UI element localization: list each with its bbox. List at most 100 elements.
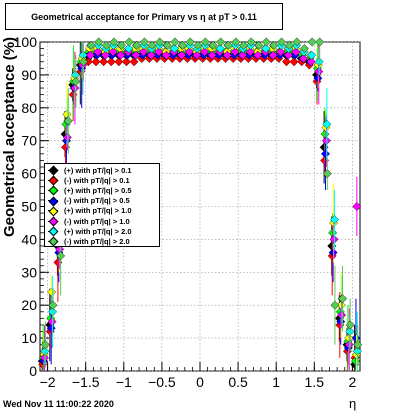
data-point bbox=[121, 57, 131, 67]
y-tick-label: 100 bbox=[14, 34, 38, 50]
legend-marker bbox=[48, 226, 59, 237]
x-tick-label: 1.5 bbox=[305, 374, 325, 390]
data-point bbox=[239, 40, 248, 50]
data-point bbox=[71, 76, 81, 86]
x-tick-label: 0.5 bbox=[228, 374, 248, 390]
data-point bbox=[79, 57, 88, 67]
data-point bbox=[129, 57, 139, 67]
data-point bbox=[109, 37, 119, 47]
chart-title: Geometrical acceptance for Primary vs η … bbox=[5, 3, 283, 30]
data-point bbox=[139, 47, 149, 57]
legend-entry: (+) with pT/|q| > 2.0 bbox=[48, 226, 159, 237]
data-point bbox=[283, 50, 293, 60]
data-point bbox=[315, 37, 325, 47]
data-point bbox=[56, 251, 66, 261]
data-point bbox=[284, 40, 294, 50]
data-point bbox=[216, 37, 226, 47]
data-point bbox=[246, 37, 256, 47]
data-point bbox=[330, 300, 340, 310]
legend-label: (+) with pT/|q| > 0.1 bbox=[64, 165, 132, 175]
y-tick-label: 90 bbox=[21, 67, 37, 83]
legend-label: (+) with pT/|q| > 1.0 bbox=[64, 206, 132, 216]
legend-label: (+) with pT/|q| > 0.5 bbox=[64, 185, 132, 195]
data-point bbox=[132, 40, 142, 50]
x-tick-label: −0.5 bbox=[148, 374, 176, 390]
data-point bbox=[177, 50, 187, 60]
legend-marker bbox=[48, 206, 59, 217]
legend-marker bbox=[48, 186, 59, 196]
y-tick-label: 0 bbox=[29, 363, 37, 379]
data-point bbox=[86, 40, 96, 50]
legend-marker bbox=[48, 216, 59, 227]
data-point bbox=[124, 37, 134, 47]
data-point bbox=[185, 37, 195, 47]
data-point bbox=[253, 50, 263, 60]
data-point bbox=[276, 47, 286, 57]
x-tick-label: 1 bbox=[272, 374, 280, 390]
data-point bbox=[178, 40, 188, 50]
data-point bbox=[306, 57, 316, 67]
data-point bbox=[245, 47, 255, 57]
data-point bbox=[101, 40, 111, 50]
data-point bbox=[268, 50, 278, 60]
legend-marker bbox=[48, 236, 59, 247]
legend-label: (-) with pT/|q| > 2.0 bbox=[64, 236, 130, 246]
legend-label: (-) with pT/|q| > 1.0 bbox=[64, 216, 130, 226]
legend-label: (-) with pT/|q| > 0.5 bbox=[64, 196, 130, 206]
data-point bbox=[117, 40, 127, 50]
data-point bbox=[46, 323, 56, 333]
data-point bbox=[321, 149, 330, 159]
data-point bbox=[329, 215, 339, 225]
data-point bbox=[338, 294, 348, 304]
data-point bbox=[85, 50, 95, 60]
data-point bbox=[192, 50, 202, 60]
data-point bbox=[222, 50, 232, 60]
data-point bbox=[353, 340, 363, 350]
data-point bbox=[200, 47, 209, 57]
data-point bbox=[307, 37, 317, 47]
data-point bbox=[269, 40, 279, 50]
data-point bbox=[261, 37, 271, 47]
x-tick-label: 2 bbox=[348, 374, 356, 390]
chart-title-text: Geometrical acceptance for Primary vs η … bbox=[31, 11, 257, 22]
data-point bbox=[162, 40, 172, 50]
y-tick-label: 70 bbox=[21, 133, 37, 149]
data-point bbox=[63, 116, 73, 126]
data-point bbox=[155, 37, 165, 47]
data-point bbox=[94, 37, 104, 47]
legend-entry: (+) with pT/|q| > 1.0 bbox=[48, 206, 159, 217]
y-tick-label: 80 bbox=[21, 100, 37, 116]
y-axis-label: Geometrical acceptance (%) bbox=[1, 36, 18, 238]
data-point bbox=[291, 47, 301, 57]
data-point bbox=[193, 40, 203, 50]
legend-entry: (-) with pT/|q| > 0.5 bbox=[48, 196, 159, 207]
data-point bbox=[322, 119, 332, 129]
legend-marker bbox=[48, 165, 59, 176]
data-point bbox=[100, 50, 110, 60]
x-tick-label: −1 bbox=[116, 374, 132, 390]
legend: (+) with pT/|q| > 0.1 (-) with pT/|q| > 0… bbox=[44, 163, 160, 247]
legend-entry: (+) with pT/|q| > 0.1 bbox=[48, 165, 159, 176]
data-point bbox=[230, 47, 240, 57]
data-point bbox=[299, 53, 309, 63]
legend-label: (+) with pT/|q| > 2.0 bbox=[64, 226, 132, 236]
data-point bbox=[48, 300, 58, 310]
legend-entry: (-) with pT/|q| > 2.0 bbox=[48, 236, 159, 247]
data-point bbox=[184, 47, 194, 57]
data-point bbox=[170, 37, 180, 47]
data-point bbox=[169, 44, 179, 54]
y-tick-label: 50 bbox=[21, 199, 37, 215]
legend-entry: (-) with pT/|q| > 1.0 bbox=[48, 216, 159, 227]
data-point bbox=[289, 57, 299, 67]
data-point bbox=[116, 50, 126, 60]
y-tick-label: 20 bbox=[21, 297, 37, 313]
x-tick-label: −2 bbox=[40, 374, 56, 390]
y-tick-label: 40 bbox=[21, 231, 37, 247]
data-point bbox=[231, 37, 241, 47]
data-point bbox=[254, 40, 264, 50]
y-tick-label: 10 bbox=[21, 330, 37, 346]
data-point bbox=[200, 37, 210, 47]
data-point bbox=[208, 40, 218, 50]
